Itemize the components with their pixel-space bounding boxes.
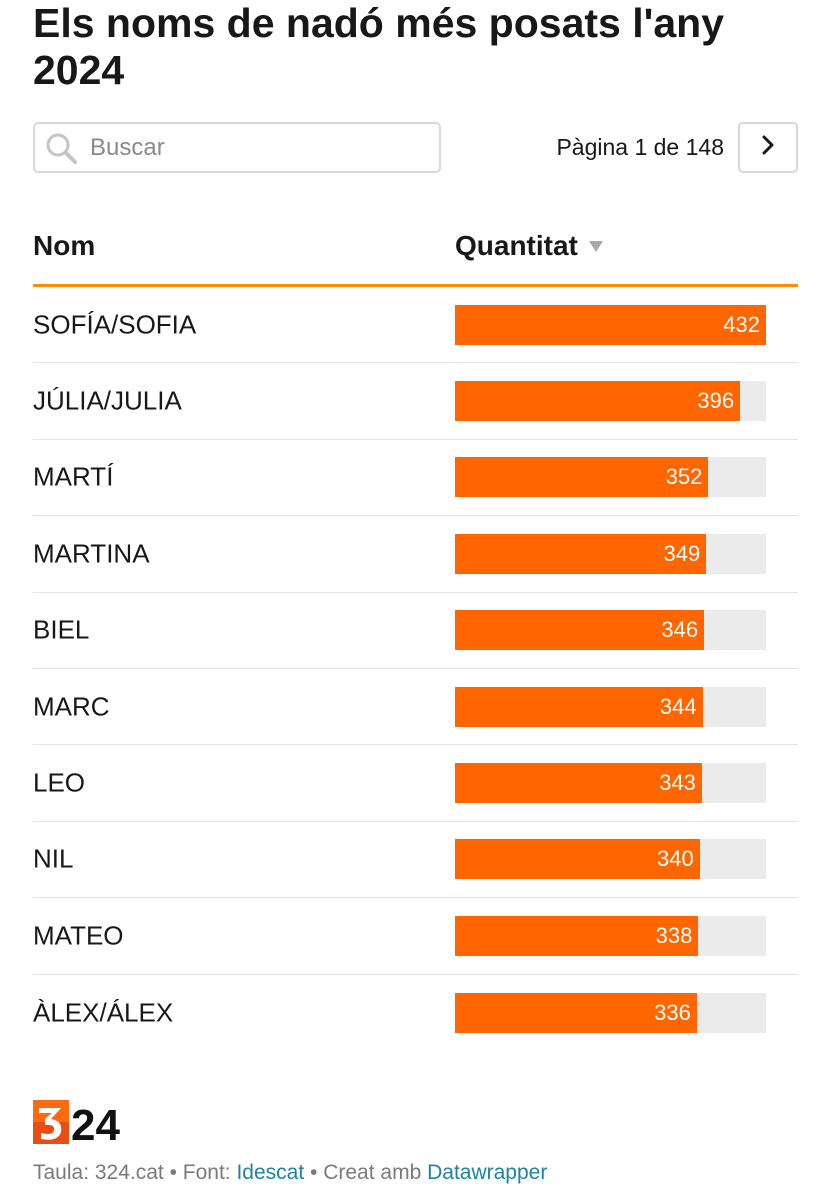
chevron-right-icon — [760, 134, 776, 161]
bar-track: 349 — [455, 533, 766, 574]
quantity-value: 340 — [657, 846, 694, 872]
row-name: MARTÍ — [33, 461, 114, 492]
quantity-bar: 343 — [455, 763, 702, 804]
row-name: ÀLEX/ÁLEX — [33, 997, 174, 1028]
sort-desc-icon — [588, 239, 604, 253]
table-row: MARTÍ 352 — [33, 440, 798, 517]
quantity-value: 352 — [665, 464, 703, 490]
quantity-value: 346 — [661, 617, 699, 643]
row-name: NIL — [33, 843, 74, 874]
bar-track: 343 — [455, 763, 766, 804]
quantity-value: 349 — [663, 540, 701, 566]
row-name: SOFÍA/SOFIA — [33, 309, 197, 340]
table-row: SOFÍA/SOFIA 432 — [33, 287, 798, 364]
table-row: MATEO 338 — [33, 898, 798, 975]
svg-text:24: 24 — [71, 1101, 120, 1144]
quantity-value: 343 — [659, 770, 696, 796]
row-name: MARTINA — [33, 538, 150, 569]
table-row: JÚLIA/JULIA 396 — [33, 363, 798, 440]
datawrapper-link[interactable]: Datawrapper — [427, 1161, 548, 1184]
next-page-button[interactable] — [738, 122, 798, 173]
bar-track: 396 — [455, 381, 766, 422]
quantity-bar: 396 — [455, 381, 741, 422]
table-row: ÀLEX/ÁLEX 336 — [33, 975, 798, 1051]
search-input[interactable] — [90, 124, 439, 171]
brand-logo: 24 — [33, 1100, 137, 1150]
row-name: BIEL — [33, 614, 90, 645]
quantity-bar: 340 — [455, 839, 700, 880]
table-row: BIEL 346 — [33, 593, 798, 669]
pagination-label: Pàgina 1 de 148 — [556, 134, 724, 160]
search-box[interactable] — [33, 122, 441, 173]
header-divider — [33, 284, 798, 287]
quantity-value: 344 — [659, 693, 697, 719]
row-name: JÚLIA/JULIA — [33, 385, 182, 416]
column-header-name[interactable]: Nom — [33, 230, 96, 261]
bar-track: 346 — [455, 610, 766, 651]
row-name: MATEO — [33, 920, 124, 951]
quantity-value: 432 — [723, 311, 760, 337]
bar-track: 338 — [455, 915, 766, 956]
bar-track: 352 — [455, 457, 766, 498]
table-row: MARC 344 — [33, 669, 798, 746]
row-name: LEO — [33, 767, 86, 798]
footer-prefix: Taula: 324.cat • Font: — [33, 1161, 237, 1184]
quantity-value: 336 — [654, 999, 691, 1025]
bar-track: 340 — [455, 839, 766, 880]
column-header-quantity-label: Quantitat — [455, 230, 578, 261]
source-link[interactable]: Idescat — [236, 1161, 305, 1184]
page-title: Els noms de nadó més posats l'any 2024 — [33, 0, 725, 93]
column-header-quantity[interactable]: Quantitat — [455, 230, 604, 262]
table-row: NIL 340 — [33, 822, 798, 899]
quantity-bar: 349 — [455, 533, 707, 574]
quantity-bar: 338 — [455, 915, 699, 956]
bar-track: 336 — [455, 992, 766, 1033]
quantity-value: 396 — [697, 388, 735, 414]
quantity-bar: 336 — [455, 992, 697, 1033]
footer-middle: • Creat amb — [304, 1161, 428, 1184]
bar-track: 344 — [455, 686, 766, 727]
bar-track: 432 — [455, 304, 766, 345]
quantity-bar: 346 — [455, 610, 705, 651]
table-row: LEO 343 — [33, 745, 798, 822]
table-body: SOFÍA/SOFIA 432 JÚLIA/JULIA 396 MARTÍ 352 MART… — [33, 287, 798, 1051]
quantity-bar: 432 — [455, 304, 766, 345]
quantity-bar: 352 — [455, 457, 709, 498]
search-icon — [44, 131, 78, 165]
row-name: MARC — [33, 691, 110, 722]
quantity-value: 338 — [655, 922, 693, 948]
quantity-bar: 344 — [455, 686, 703, 727]
table-row: MARTINA 349 — [33, 516, 798, 593]
footer-credits: Taula: 324.cat • Font: Idescat • Creat a… — [33, 1161, 547, 1185]
